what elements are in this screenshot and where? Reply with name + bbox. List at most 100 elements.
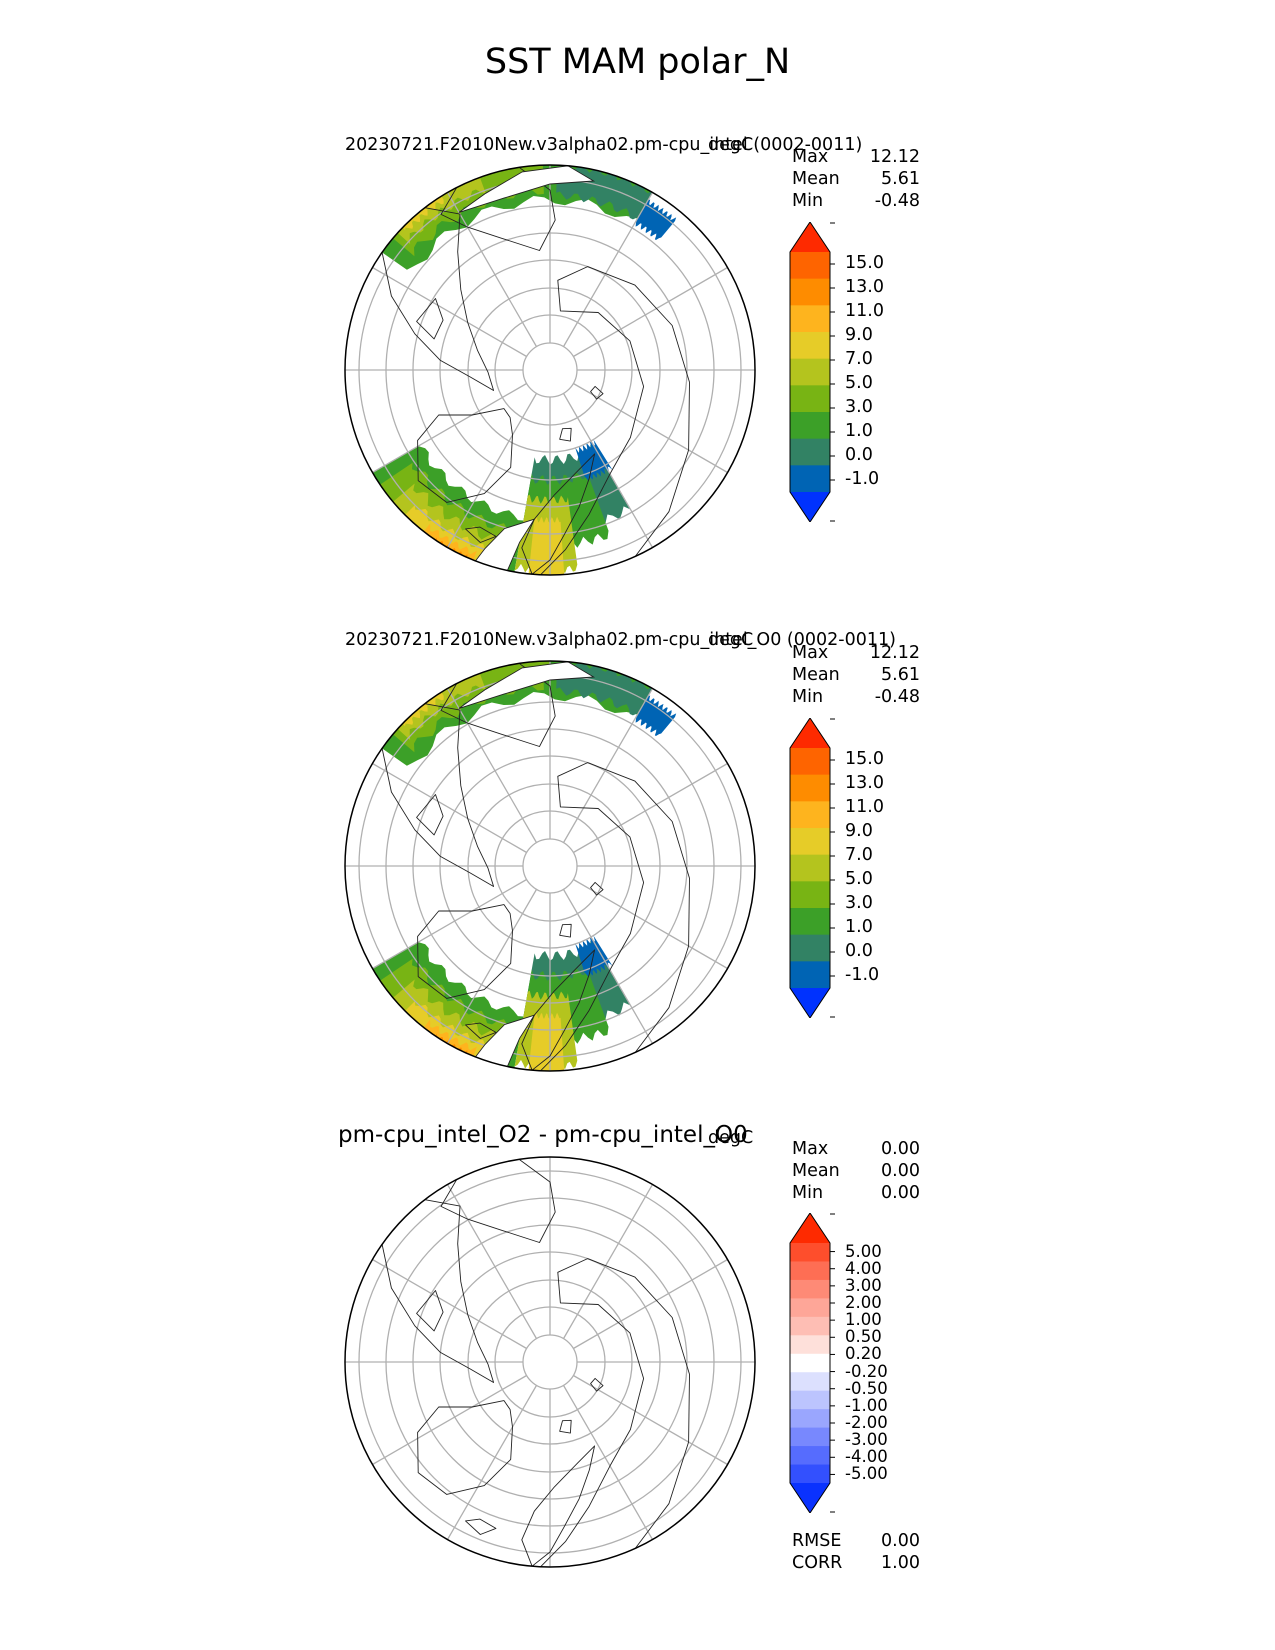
colorbar-segment — [790, 828, 830, 856]
units-label: degC — [708, 630, 754, 650]
coastline — [417, 904, 513, 999]
stat-mean: Mean 5.61 — [792, 665, 920, 685]
colorbar-tick-label: 1.0 — [845, 917, 873, 937]
meridian-line — [562, 889, 654, 1044]
coastline — [590, 1377, 604, 1392]
colorbar-tick-label: 5.0 — [845, 373, 873, 393]
meridian-line — [562, 192, 654, 347]
colorbar-tick-label: 3.0 — [845, 397, 873, 417]
units-label: degC — [708, 135, 754, 155]
meridian-line — [573, 762, 728, 854]
colorbar-tick-label: -0.50 — [845, 1378, 888, 1398]
colorbar-tick-label: 0.50 — [845, 1327, 882, 1347]
colorbar-segment — [790, 1298, 830, 1318]
meridian-line — [573, 266, 728, 358]
meridian-line — [372, 878, 527, 970]
latitude-circle — [522, 1334, 578, 1390]
coastline — [465, 1022, 497, 1039]
colorbar — [789, 718, 835, 1018]
colorbar-segment — [790, 305, 830, 333]
coastline — [530, 266, 690, 575]
colorbar-outline — [789, 718, 831, 1018]
land-mask — [458, 661, 596, 709]
colorbar-segment — [790, 961, 830, 989]
coastline — [465, 526, 497, 543]
polar-map — [344, 1156, 756, 1568]
latitude-circle — [522, 342, 578, 398]
colorbar — [789, 222, 835, 522]
colorbar-segment — [790, 438, 830, 466]
coastline — [417, 408, 513, 503]
stats-block: Max 0.00 Mean 0.00 Min 0.00 — [792, 1138, 920, 1204]
panel-title: 20230721.F2010New.v3alpha02.pm-cpu_intel… — [345, 630, 896, 650]
colorbar-tick-label: -2.00 — [845, 1413, 888, 1432]
polar-map — [344, 164, 756, 576]
coastline — [559, 923, 572, 938]
colorbar-tick-label: 0.20 — [845, 1344, 882, 1364]
colorbar-tick-label: 13.0 — [845, 277, 884, 297]
colorbar-segment — [790, 358, 830, 386]
colorbar-segment — [790, 252, 830, 280]
sst-field — [575, 439, 613, 482]
meridian-line — [446, 192, 538, 347]
stat-rmse: RMSE 0.00 — [792, 1531, 920, 1551]
coastline — [417, 1400, 513, 1495]
colorbar-segment — [790, 934, 830, 962]
panel-title: pm-cpu_intel_O2 - pm-cpu_intel_O0 — [338, 1122, 748, 1148]
colorbar-tick-label: -1.00 — [845, 1395, 888, 1415]
polar-map — [344, 660, 756, 1072]
colorbar-segment — [790, 854, 830, 882]
map-boundary — [344, 1156, 756, 1568]
sst-field — [635, 199, 677, 240]
meridian-line — [562, 393, 654, 548]
coastline — [590, 385, 604, 400]
colorbar-segment — [790, 1335, 830, 1355]
stat-min: Min 0.00 — [792, 1183, 920, 1203]
colorbar-tick-label: -3.00 — [845, 1430, 888, 1450]
colorbar-tick-label: -1.0 — [845, 965, 880, 985]
stat-mean: Mean 5.61 — [792, 169, 920, 189]
meridian-line — [372, 762, 527, 854]
meridian-line — [562, 1385, 654, 1540]
coastline — [590, 881, 604, 896]
land-mask — [458, 165, 596, 213]
coastline — [416, 1290, 444, 1332]
latitude-circle — [522, 838, 578, 894]
meridian-line — [573, 1374, 728, 1466]
colorbar-segment — [790, 774, 830, 802]
colorbar-segment — [790, 1409, 830, 1429]
colorbar-extend-min — [790, 988, 830, 1018]
sst-field — [635, 695, 677, 736]
colorbar-segment — [790, 1464, 830, 1484]
colorbar-tick-label: -0.20 — [845, 1361, 888, 1381]
colorbar-segment — [790, 385, 830, 413]
colorbar-tick-label: 15.0 — [845, 749, 884, 769]
colorbar-segment — [790, 1279, 830, 1299]
sst-field — [528, 516, 565, 575]
meridian-line — [573, 878, 728, 970]
units-label: degC — [708, 1128, 754, 1148]
map-boundary — [344, 660, 756, 1072]
colorbar-segment — [790, 1446, 830, 1466]
meridian-line — [372, 266, 527, 358]
meridian-line — [372, 382, 527, 474]
meridian-line — [446, 889, 538, 1044]
colorbar-segment — [790, 465, 830, 493]
colorbar-tick-label: 0.0 — [845, 445, 873, 465]
meridian-line — [446, 1184, 538, 1339]
meridian-line — [446, 1385, 538, 1540]
colorbar-tick-label: -4.00 — [845, 1447, 888, 1467]
footer-stats: RMSE 0.00 CORR 1.00 — [792, 1530, 920, 1574]
meridian-line — [573, 1258, 728, 1350]
colorbar-extend-min — [790, 492, 830, 522]
colorbar-tick-label: 4.00 — [845, 1258, 882, 1278]
coastline — [530, 1258, 690, 1567]
stats-block: Max 12.12 Mean 5.61 Min -0.48 — [792, 642, 920, 708]
colorbar-tick-label: 3.00 — [845, 1275, 882, 1295]
stat-corr: CORR 1.00 — [792, 1553, 920, 1573]
colorbar-segment — [790, 1390, 830, 1410]
sst-field — [528, 1012, 565, 1071]
colorbar-segment — [790, 1261, 830, 1281]
colorbar-segment — [790, 1243, 830, 1262]
colorbar-extend-max — [790, 222, 830, 252]
